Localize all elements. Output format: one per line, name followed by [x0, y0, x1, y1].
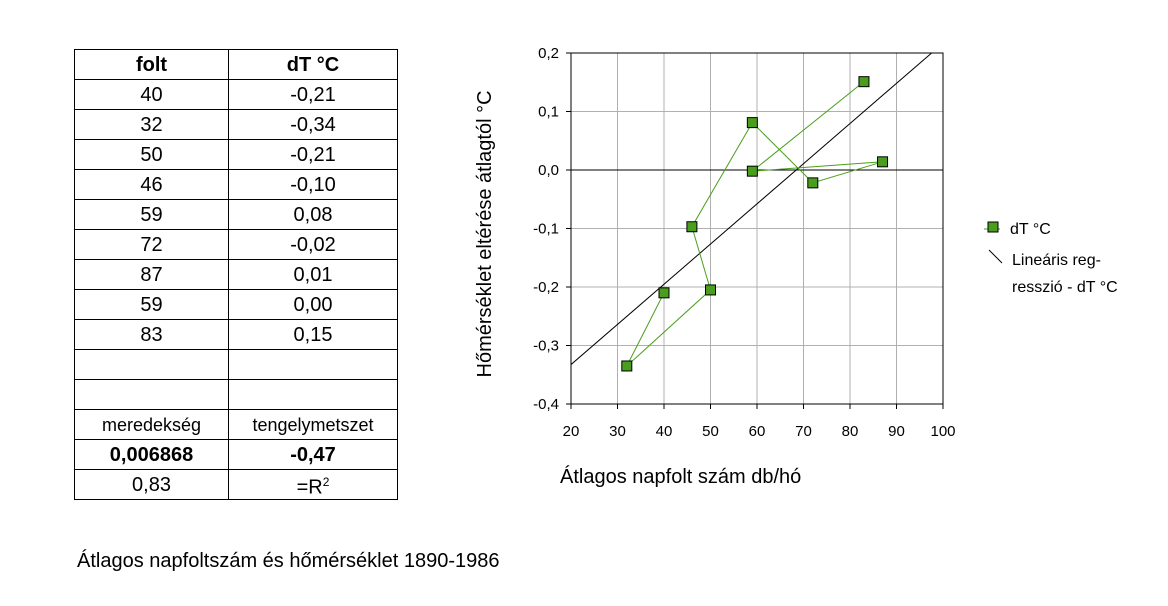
cell-dt: 0,08	[228, 199, 398, 230]
data-point	[621, 360, 633, 372]
r2-label-text: =R	[296, 476, 323, 499]
x-tick-label: 30	[609, 423, 626, 440]
table-row: 59 0,00	[74, 289, 398, 320]
cell-folt: 46	[74, 169, 229, 200]
slope-value: 0,006868	[74, 439, 229, 470]
y-tick-label: -0,2	[533, 279, 559, 296]
r2-row: 0,83 =R2	[74, 469, 398, 500]
header-dt: dT °C	[228, 49, 398, 80]
table-header-row: folt dT °C	[74, 49, 398, 80]
cell-folt: 50	[74, 139, 229, 170]
table-row: 46 -0,10	[74, 169, 398, 200]
cell-dt: -0,21	[228, 139, 398, 170]
y-axis-title: Hőmérséklet eltérése átlagtól °C	[474, 90, 496, 377]
cell-dt: -0,21	[228, 79, 398, 110]
table-row: 83 0,15	[74, 319, 398, 350]
caption: Átlagos napfoltszám és hőmérséklet 1890-…	[77, 550, 500, 572]
x-tick-label: 60	[749, 423, 766, 440]
data-point	[877, 156, 889, 168]
cell-dt: 0,01	[228, 259, 398, 290]
legend-series-label: dT °C	[1010, 221, 1051, 238]
data-point	[807, 177, 819, 189]
data-point	[686, 221, 698, 233]
cell-folt: 87	[74, 259, 229, 290]
regression-value-row: 0,006868 -0,47	[74, 439, 398, 470]
data-point	[746, 165, 758, 177]
header-folt: folt	[74, 49, 229, 80]
y-tick-label: -0,4	[533, 396, 559, 413]
table-row	[74, 349, 398, 380]
intercept-label: tengelymetszet	[228, 409, 398, 440]
x-tick-label: 80	[842, 423, 859, 440]
cell-dt: -0,34	[228, 109, 398, 140]
data-point	[746, 117, 758, 129]
table-row: 87 0,01	[74, 259, 398, 290]
legend-regression-label-2: resszió - dT °C	[1012, 279, 1118, 296]
cell-dt: 0,15	[228, 319, 398, 350]
y-tick-label: 0,2	[538, 45, 559, 62]
intercept-value: -0,47	[228, 439, 398, 470]
regression-label-row: meredekség tengelymetszet	[74, 409, 398, 440]
regression-line	[571, 53, 933, 365]
table-row: 59 0,08	[74, 199, 398, 230]
y-tick-label: -0,1	[533, 221, 559, 238]
x-tick-label: 40	[656, 423, 673, 440]
y-tick-label: -0,3	[533, 338, 559, 355]
x-axis-title: Átlagos napfolt szám db/hó	[560, 465, 801, 488]
cell-folt: 59	[74, 199, 229, 230]
x-tick-label: 90	[888, 423, 905, 440]
cell-folt: 72	[74, 229, 229, 260]
legend-series-marker	[987, 221, 999, 233]
data-point	[858, 76, 870, 88]
r2-superscript: 2	[322, 474, 330, 489]
y-tick-label: 0,1	[538, 104, 559, 121]
cell-dt: -0,02	[228, 229, 398, 260]
y-tick-label: 0,0	[538, 162, 559, 179]
table-row: 50 -0,21	[74, 139, 398, 170]
data-table: folt dT °C 40 -0,21 32 -0,34 50 -0,21 46 -0,10 59 0…	[74, 49, 398, 500]
cell-dt: -0,10	[228, 169, 398, 200]
data-point	[705, 284, 716, 296]
legend-regression-line	[988, 249, 1003, 264]
table-row: 32 -0,34	[74, 109, 398, 140]
r2-label: =R2	[228, 469, 398, 500]
r2-value: 0,83	[74, 469, 229, 500]
cell-folt: 59	[74, 289, 229, 320]
x-tick-label: 70	[795, 423, 812, 440]
x-tick-label: 50	[702, 423, 719, 440]
x-tick-label: 100	[930, 423, 955, 440]
x-tick-label: 20	[563, 423, 580, 440]
cell-folt	[74, 349, 229, 380]
data-point	[658, 287, 670, 299]
table-row: 72 -0,02	[74, 229, 398, 260]
legend-regression-label-1: Lineáris reg-	[1012, 252, 1101, 269]
table-row: 40 -0,21	[74, 79, 398, 110]
cell-dt	[228, 349, 398, 380]
